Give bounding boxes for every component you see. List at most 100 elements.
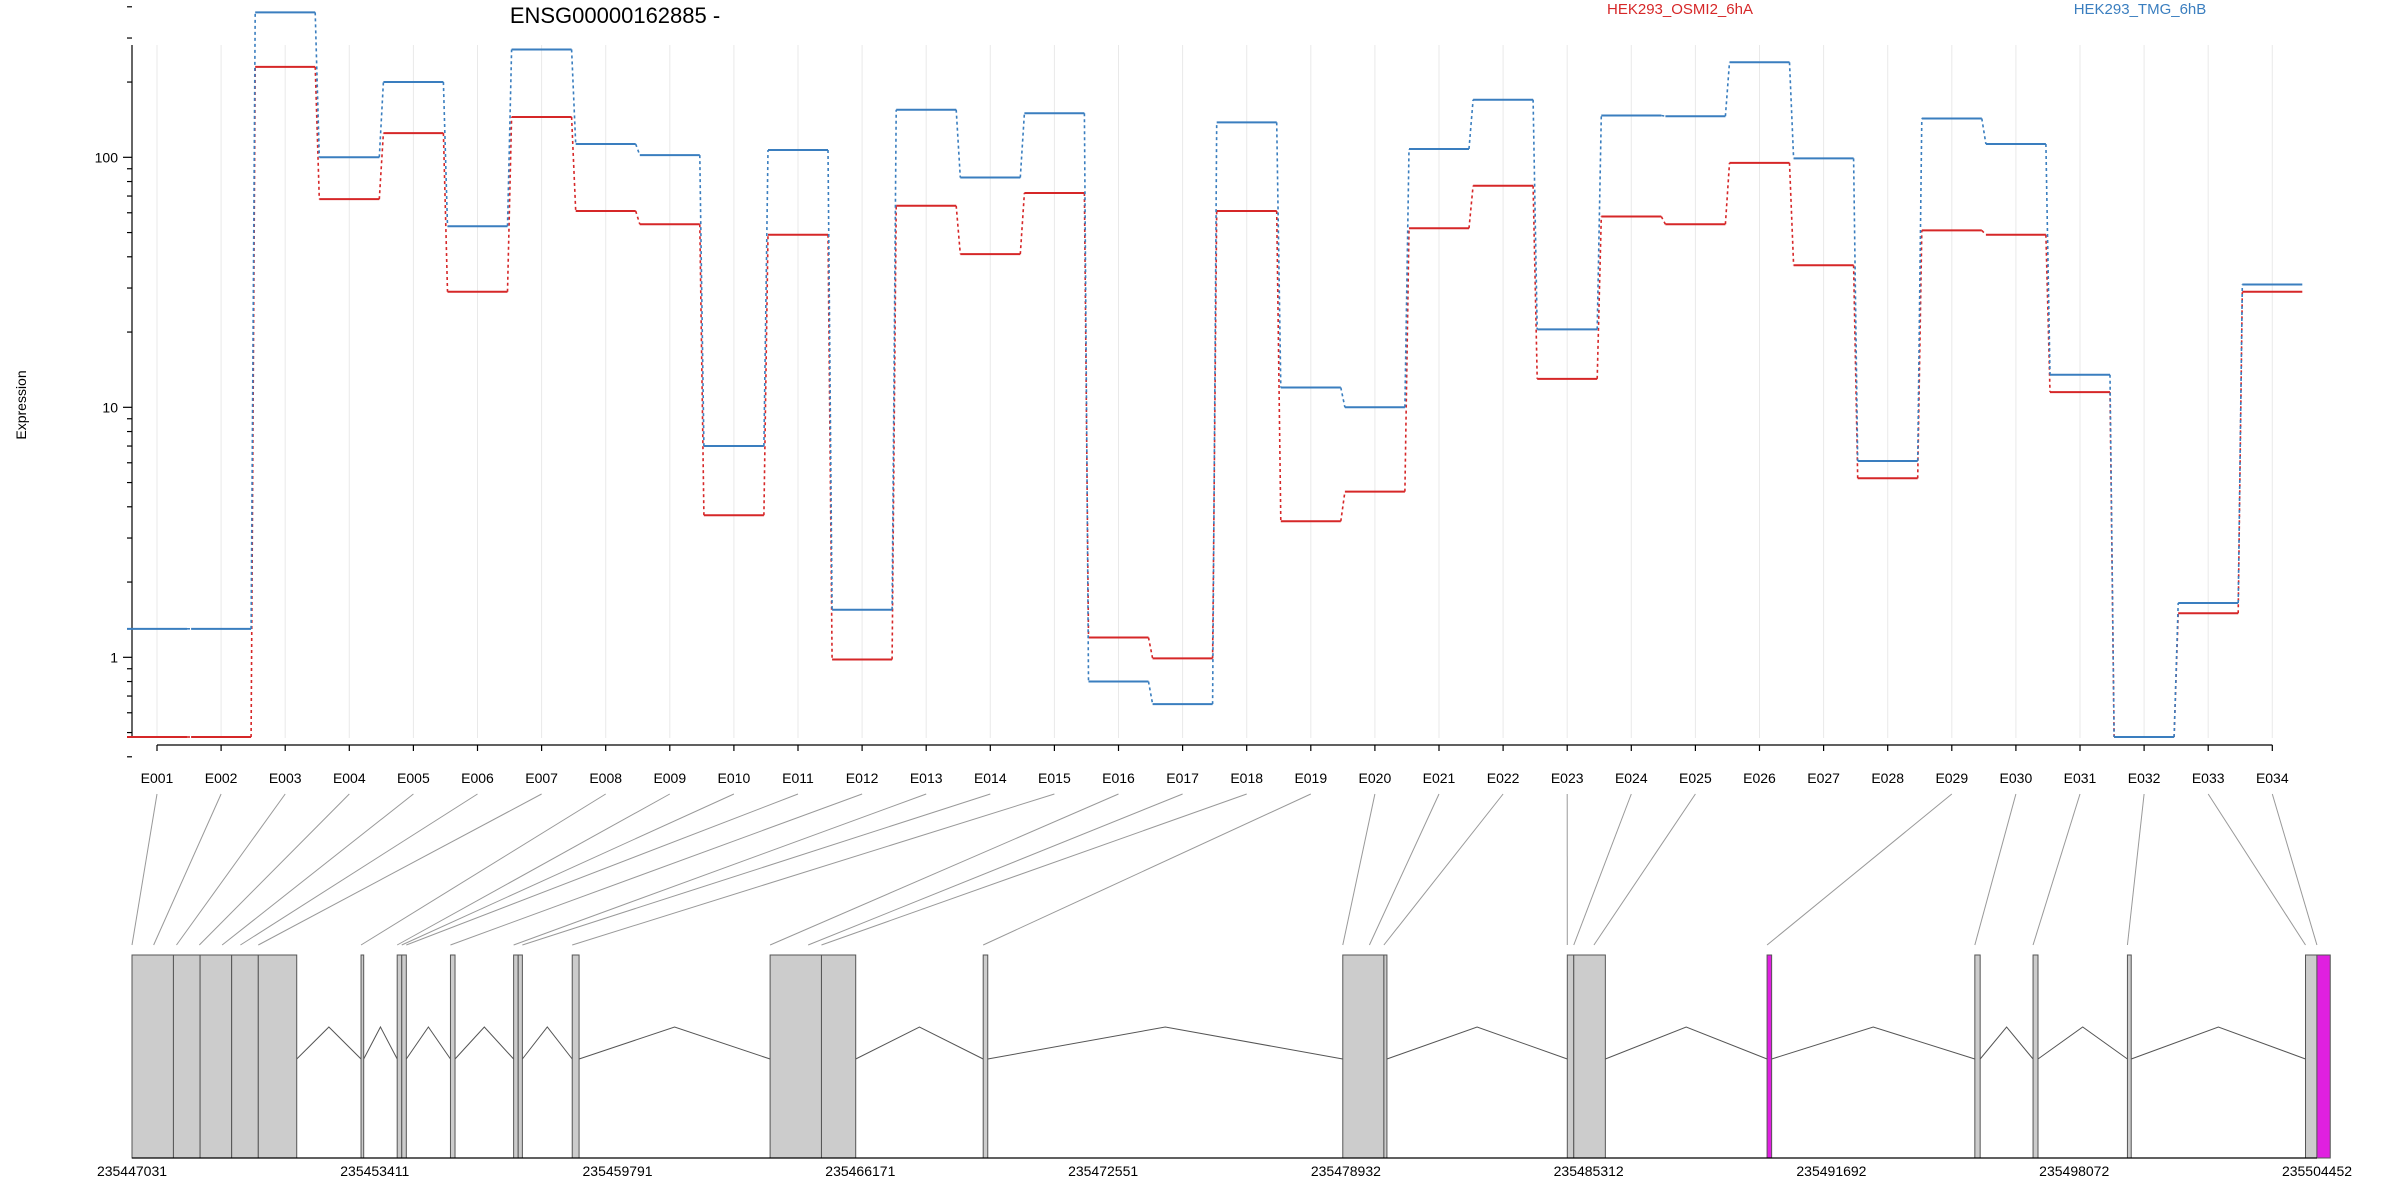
grid xyxy=(156,45,2273,738)
exon-connectors xyxy=(131,793,2318,946)
y-tick-label: 10 xyxy=(102,399,118,415)
transition-line xyxy=(763,234,769,516)
exon-connector xyxy=(982,793,1312,946)
exon xyxy=(820,954,857,1159)
x-tick-label: E012 xyxy=(846,770,879,786)
exon-connector xyxy=(131,793,158,946)
exon xyxy=(1383,954,1388,1159)
exon xyxy=(131,954,174,1159)
transition-line xyxy=(763,149,769,447)
transition-line xyxy=(1852,158,1859,461)
x-tick-label: E006 xyxy=(461,770,494,786)
genomic-coordinate-label: 235478932 xyxy=(1311,1163,1381,1179)
x-tick-label: E002 xyxy=(205,770,238,786)
y-axis: 1 10 100 xyxy=(95,6,133,758)
exon-connector xyxy=(221,793,414,946)
x-tick-label: E024 xyxy=(1615,770,1648,786)
exon xyxy=(769,954,822,1159)
x-tick-label: E009 xyxy=(653,770,686,786)
x-tick-label: E005 xyxy=(397,770,430,786)
transition-line xyxy=(442,133,449,292)
transition-line xyxy=(1981,229,1987,236)
genomic-coordinate-label: 235453411 xyxy=(340,1163,409,1179)
x-tick-label: E008 xyxy=(589,770,622,786)
x-tick-label: E014 xyxy=(974,770,1007,786)
transition-line xyxy=(1340,387,1346,408)
transition-line xyxy=(827,234,833,660)
x-tick-label: E003 xyxy=(269,770,302,786)
exon-connector xyxy=(821,793,1247,946)
transition-line xyxy=(891,109,897,610)
transition-line xyxy=(570,49,577,145)
transition-line xyxy=(1404,228,1410,492)
genomic-coordinate-label: 235472551 xyxy=(1068,1163,1138,1179)
genomic-coordinate-label: 235504452 xyxy=(2282,1163,2352,1179)
exon xyxy=(360,954,365,1159)
intron xyxy=(1605,1026,1768,1060)
intron xyxy=(1771,1026,1975,1060)
transition-line xyxy=(634,210,641,225)
exon xyxy=(571,954,580,1159)
exon-connector xyxy=(240,793,478,946)
transition-line xyxy=(1788,162,1795,266)
transition-line xyxy=(2237,284,2244,603)
genomic-coordinate-label: 235485312 xyxy=(1554,1163,1624,1179)
intron xyxy=(2037,1026,2128,1060)
exon-connector xyxy=(401,793,735,946)
transition-line xyxy=(1147,637,1154,659)
exon-connector xyxy=(513,793,927,946)
transition-line xyxy=(1019,192,1026,255)
transition-line xyxy=(699,224,705,516)
transition-line xyxy=(1083,113,1090,682)
exon-connector xyxy=(2207,793,2306,946)
exon-connector xyxy=(572,793,1055,946)
transition-line xyxy=(1275,210,1282,522)
exon-connector xyxy=(2032,793,2081,946)
transition-line xyxy=(378,82,385,158)
transition-line xyxy=(250,12,256,629)
exon xyxy=(513,954,519,1159)
transition-line xyxy=(1724,162,1731,225)
x-tick-label: E019 xyxy=(1294,770,1327,786)
series-line xyxy=(127,11,2303,738)
x-tick-label: E029 xyxy=(1935,770,1968,786)
x-tick-label: E020 xyxy=(1359,770,1392,786)
transition-line xyxy=(634,143,641,156)
exon-connector xyxy=(1342,793,1376,946)
transition-line xyxy=(2109,374,2115,738)
x-tick-label: E023 xyxy=(1551,770,1584,786)
exon xyxy=(401,954,407,1159)
x-tick-label: E030 xyxy=(2000,770,2033,786)
series-lines xyxy=(127,11,2303,738)
transition-line xyxy=(955,205,962,255)
exon-highlighted xyxy=(1766,954,1773,1159)
intron xyxy=(2131,1026,2306,1060)
exon-highlighted xyxy=(2316,954,2331,1159)
exon-connector xyxy=(807,793,1183,946)
exon-connector xyxy=(2271,793,2318,946)
exon-connector xyxy=(1593,793,1696,946)
x-tick-label: E017 xyxy=(1166,770,1199,786)
intron xyxy=(1386,1026,1568,1060)
exon-connector xyxy=(1573,793,1632,946)
transition-line xyxy=(378,133,385,200)
exon-connector xyxy=(1368,793,1440,946)
exon xyxy=(172,954,201,1159)
transition-line xyxy=(1661,114,1666,118)
gene-model: 235447031 235453411 235459791 235466171 2354… xyxy=(97,954,2352,1179)
transition-line xyxy=(1532,185,1538,379)
exon-connector xyxy=(153,793,222,946)
exon-connector xyxy=(1974,793,2017,946)
exon xyxy=(1974,954,1981,1159)
transition-line xyxy=(314,66,321,200)
transition-line xyxy=(827,149,833,610)
y-tick-label: 1 xyxy=(110,649,118,665)
exon xyxy=(257,954,298,1159)
x-tick-label: E001 xyxy=(141,770,174,786)
legend: HEK293_OSMI2_6hA HEK293_TMG_6hB xyxy=(1607,1,2206,18)
exon xyxy=(1573,954,1606,1159)
transition-line xyxy=(1981,118,1987,145)
x-tick-label: E033 xyxy=(2192,770,2225,786)
exon-connector xyxy=(176,793,286,946)
intron xyxy=(296,1026,362,1060)
